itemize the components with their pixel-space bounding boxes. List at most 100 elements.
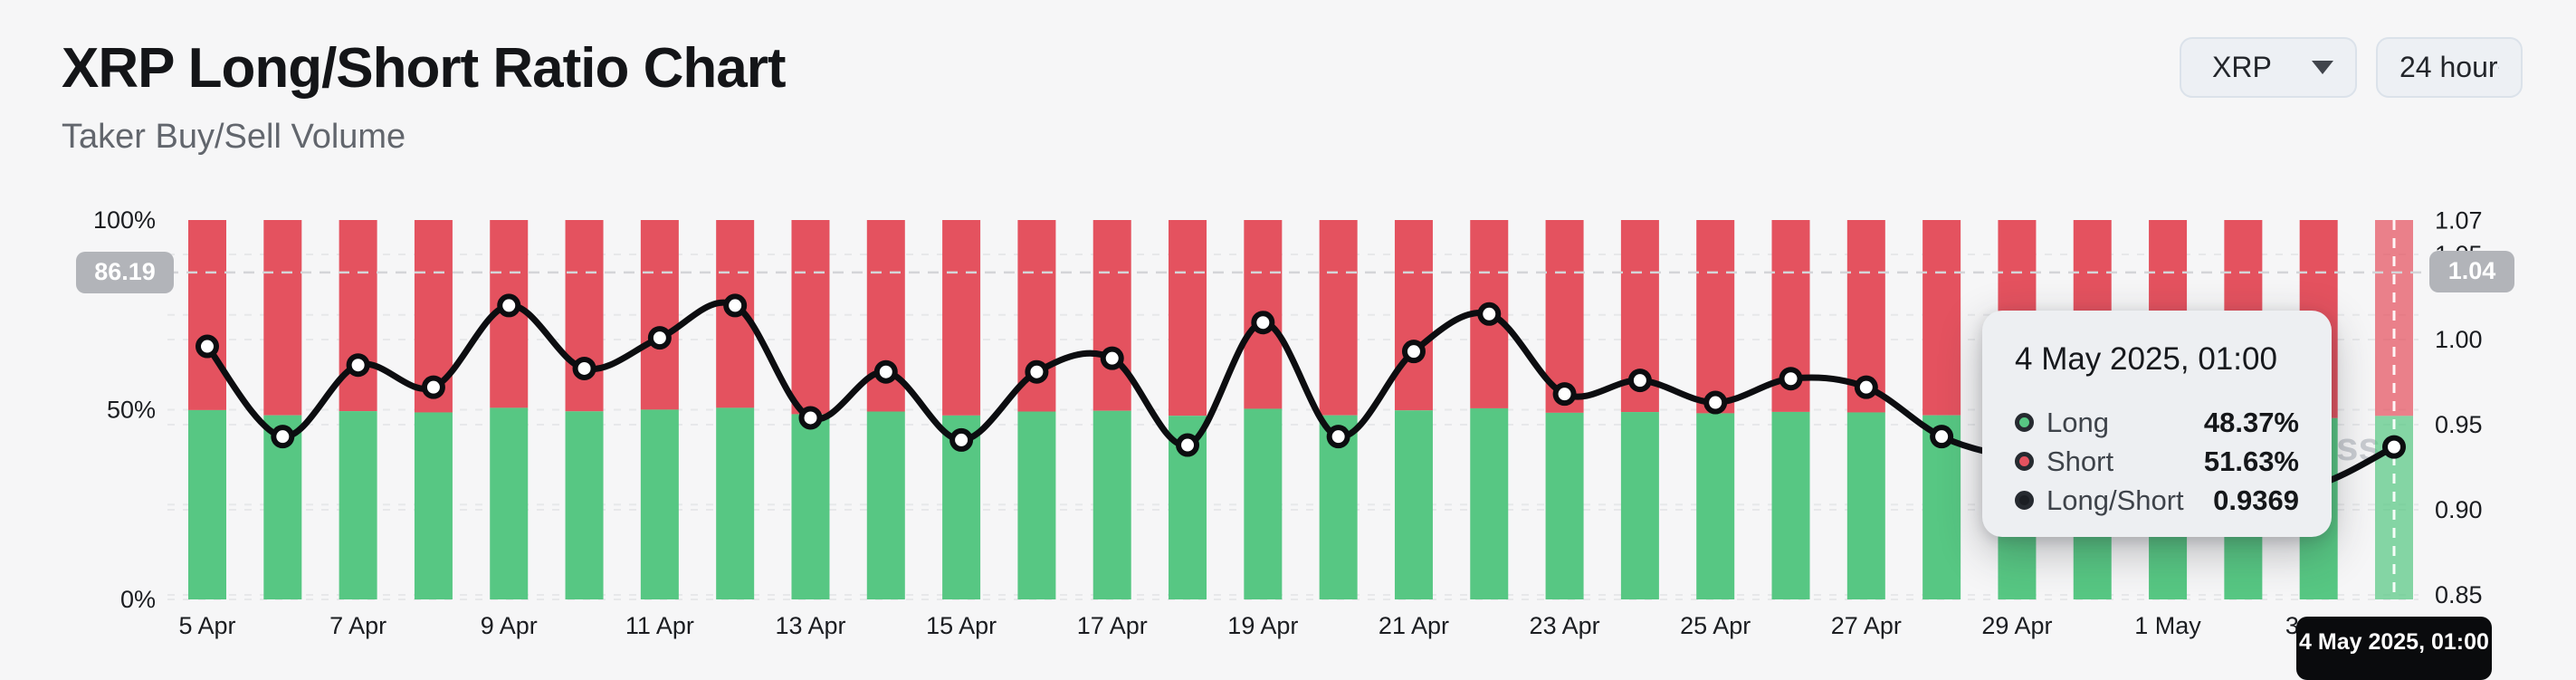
line-point-icon [1552, 382, 1577, 407]
short-bar[interactable] [1169, 220, 1207, 417]
line-point-icon [2381, 435, 2406, 459]
long-bar[interactable] [1394, 410, 1433, 599]
short-bar[interactable] [1696, 220, 1735, 414]
right-axis-tick: 0.90 [2435, 496, 2483, 523]
tooltip-row-label: Short [2046, 445, 2114, 477]
x-axis-tick: 25 Apr [1680, 612, 1751, 639]
interval-select[interactable]: 24 hour [2376, 37, 2523, 98]
line-point-icon [1100, 346, 1124, 370]
ratio-series-dot-icon [2015, 491, 2034, 510]
left-axis-tick: 0% [120, 586, 156, 613]
tooltip-row-long: Long 48.37% [2015, 403, 2299, 442]
line-point-icon [873, 359, 898, 384]
short-bar[interactable] [263, 220, 302, 416]
long-bar[interactable] [565, 411, 604, 599]
left-axis-tick: 100% [93, 206, 156, 234]
interval-select-value: 24 hour [2399, 51, 2498, 83]
crosshair-x-label: 4 May 2025, 01:00 [2295, 617, 2492, 680]
up-down-chevrons-icon [2497, 66, 2499, 69]
short-series-dot-icon [2015, 452, 2034, 471]
long-bar[interactable] [1470, 407, 1509, 599]
long-bar[interactable] [791, 414, 830, 599]
long-bar[interactable] [1092, 410, 1131, 599]
line-point-icon [1627, 369, 1652, 393]
short-bar[interactable] [640, 220, 679, 410]
long-bar[interactable] [339, 411, 377, 599]
line-point-icon [1251, 311, 1275, 335]
long-bar[interactable] [1696, 413, 1735, 599]
tooltip-row-ratio: Long/Short 0.9369 [2015, 481, 2299, 520]
x-axis-tick: 19 Apr [1227, 612, 1298, 639]
line-point-icon [949, 427, 974, 452]
tooltip-row-label: Long [2046, 406, 2109, 438]
x-axis-tick: 23 Apr [1530, 612, 1600, 639]
line-point-icon [1477, 302, 1502, 326]
line-point-icon [271, 425, 295, 449]
x-axis-tick: 27 Apr [1831, 612, 1902, 639]
line-point-icon [1401, 340, 1426, 364]
short-bar[interactable] [1319, 220, 1358, 416]
long-bar[interactable] [1771, 411, 1810, 599]
right-axis-tick: 1.07 [2435, 206, 2483, 234]
short-bar[interactable] [1394, 220, 1433, 411]
chart-controls: XRP 24 hour [2180, 37, 2523, 98]
long-bar[interactable] [188, 409, 226, 599]
line-point-icon [1930, 425, 1954, 449]
line-point-icon [723, 293, 748, 318]
line-point-icon [1854, 375, 1878, 399]
x-axis-tick: 21 Apr [1379, 612, 1449, 639]
line-point-icon [346, 353, 370, 378]
long-bar[interactable] [1244, 408, 1283, 599]
long-bar[interactable] [1846, 412, 1885, 599]
line-point-icon [421, 375, 445, 399]
page-title: XRP Long/Short Ratio Chart [62, 37, 787, 100]
header: XRP Long/Short Ratio Chart Taker Buy/Sel… [62, 37, 787, 157]
long-bar[interactable] [640, 409, 679, 599]
short-bar[interactable] [1092, 220, 1131, 411]
left-axis-tick: 50% [107, 397, 156, 424]
short-bar[interactable] [565, 220, 604, 412]
short-bar[interactable] [942, 220, 981, 416]
x-axis-tick: 11 Apr [625, 612, 694, 639]
line-point-icon [497, 293, 521, 318]
tooltip-row-value: 48.37% [2203, 406, 2299, 438]
short-bar[interactable] [188, 220, 226, 410]
long-series-dot-icon [2015, 413, 2034, 432]
short-bar[interactable] [339, 220, 377, 412]
symbol-select-value: XRP [2212, 51, 2272, 83]
long-bar[interactable] [1545, 412, 1584, 599]
right-axis-tick: 1.00 [2435, 326, 2483, 353]
page-subtitle: Taker Buy/Sell Volume [62, 118, 406, 157]
right-axis-tick: 0.85 [2435, 581, 2483, 608]
x-axis-tick: 9 Apr [481, 612, 538, 639]
x-axis-tick: 13 Apr [775, 612, 845, 639]
line-point-icon [647, 326, 672, 350]
long-bar[interactable] [1620, 412, 1659, 599]
line-point-icon [1703, 390, 1728, 415]
line-point-icon [572, 356, 596, 380]
symbol-select[interactable]: XRP [2180, 37, 2357, 98]
short-bar[interactable] [1922, 220, 1961, 416]
line-point-icon [1779, 367, 1803, 391]
x-axis-tick: 17 Apr [1077, 612, 1148, 639]
crosshair-y-left-label: 86.19 [76, 251, 174, 293]
chart-tooltip: 4 May 2025, 01:00 Long 48.37% Short 51.6… [1982, 311, 2332, 537]
line-point-icon [1326, 425, 1350, 449]
long-bar[interactable] [1017, 411, 1056, 599]
long-bar[interactable] [490, 407, 529, 599]
long-bar[interactable] [866, 411, 905, 599]
tooltip-row-value: 51.63% [2203, 445, 2299, 477]
x-axis-tick: 29 Apr [1981, 612, 2052, 639]
long-bar[interactable] [716, 407, 755, 599]
x-axis-tick: 5 Apr [178, 612, 235, 639]
x-axis-tick: 7 Apr [329, 612, 386, 639]
line-point-icon [196, 334, 219, 359]
tooltip-row-label: Long/Short [2046, 484, 2184, 516]
x-axis-tick: 15 Apr [926, 612, 997, 639]
x-axis-tick: 1 May [2134, 612, 2201, 639]
short-bar[interactable] [791, 220, 830, 415]
crosshair-y-right-label: 1.04 [2429, 250, 2514, 292]
long-bar[interactable] [414, 412, 453, 599]
line-point-icon [1176, 433, 1200, 457]
